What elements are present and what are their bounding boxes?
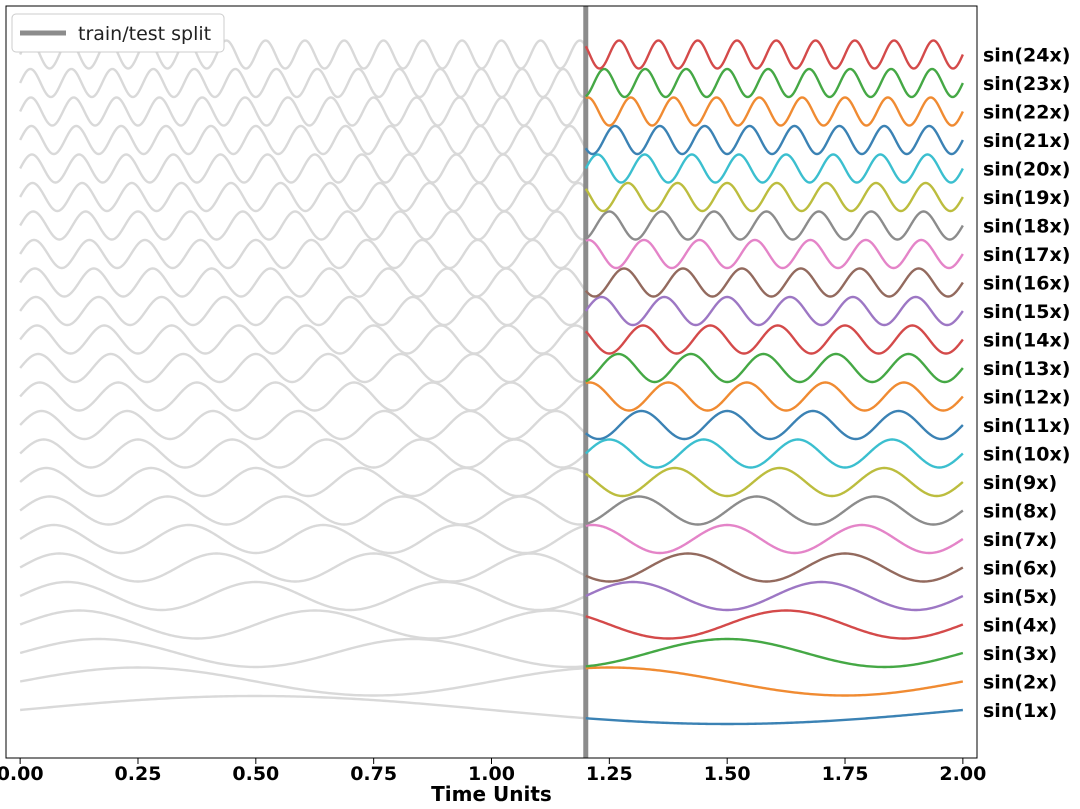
test-curve-sin11x <box>585 409 964 441</box>
train-curve-sin4x <box>19 609 587 640</box>
train-curve-sin10x <box>19 438 587 469</box>
train-curve-sin3x <box>19 637 586 669</box>
test-curve-sin14x <box>584 324 964 355</box>
legend-label: train/test split <box>78 23 211 45</box>
series-label-sin21x: sin(21x) <box>983 130 1070 152</box>
test-curve-sin18x <box>585 210 964 241</box>
train-curve-sin12x <box>19 381 587 412</box>
x-tick-label: 0.00 <box>0 763 44 785</box>
train-curves <box>19 39 587 720</box>
x-tick-label: 0.75 <box>350 763 397 785</box>
train-curve-sin14x <box>19 324 587 355</box>
test-curve-sin22x <box>585 96 964 127</box>
x-tick-label: 1.75 <box>822 763 869 785</box>
test-curve-sin16x <box>584 267 964 298</box>
series-label-sin15x: sin(15x) <box>983 301 1070 323</box>
series-label-sin12x: sin(12x) <box>983 387 1070 409</box>
train-curve-sin20x <box>19 153 587 184</box>
test-curve-sin19x <box>584 181 964 213</box>
series-label-sin9x: sin(9x) <box>983 472 1057 494</box>
test-curve-sin24x <box>584 39 964 70</box>
series-label-sin11x: sin(11x) <box>983 415 1070 437</box>
x-tick-label: 0.25 <box>115 763 162 785</box>
train-curve-sin5x <box>19 580 587 612</box>
test-curve-sin6x <box>585 552 964 583</box>
test-curve-sin7x <box>585 523 964 555</box>
series-label-sin6x: sin(6x) <box>983 558 1057 580</box>
test-curve-sin12x <box>585 381 964 412</box>
test-curve-sin5x <box>585 580 964 612</box>
train-curve-sin8x <box>19 495 587 526</box>
test-curve-sin15x <box>584 295 964 327</box>
legend: train/test split <box>11 13 225 53</box>
series-label-sin7x: sin(7x) <box>983 529 1057 551</box>
train-curve-sin7x <box>19 523 587 555</box>
train-curve-sin6x <box>19 552 587 583</box>
series-label-sin2x: sin(2x) <box>983 672 1057 694</box>
x-tick-label: 0.50 <box>232 763 279 785</box>
series-labels: sin(1x) sin(2x) sin(3x) sin(4x) sin(5x) sin(6… <box>983 45 1070 723</box>
test-curve-sin8x <box>585 495 964 526</box>
test-curve-sin17x <box>585 238 964 270</box>
x-axis-ticks: 0.00 0.25 0.50 0.75 1.00 1.25 1.50 1.75 2.00 <box>0 758 986 785</box>
x-tick-label: 1.50 <box>704 763 751 785</box>
train-curve-sin1x <box>20 694 586 720</box>
series-label-sin16x: sin(16x) <box>983 273 1070 295</box>
series-label-sin20x: sin(20x) <box>983 159 1070 181</box>
x-tick-label: 2.00 <box>939 763 986 785</box>
train-curve-sin18x <box>19 210 587 241</box>
train-curve-sin23x <box>19 67 587 99</box>
series-label-sin14x: sin(14x) <box>983 330 1070 352</box>
train-curve-sin19x <box>19 181 587 213</box>
series-label-sin5x: sin(5x) <box>983 586 1057 608</box>
x-tick-label: 1.25 <box>586 763 633 785</box>
series-label-sin8x: sin(8x) <box>983 501 1057 523</box>
legend-box <box>11 13 225 53</box>
series-label-sin23x: sin(23x) <box>983 73 1070 95</box>
test-curve-sin2x <box>585 666 964 697</box>
series-label-sin19x: sin(19x) <box>983 187 1070 209</box>
train-curve-sin17x <box>19 238 587 270</box>
train-curve-sin22x <box>19 96 587 127</box>
x-axis-label: Time Units <box>431 782 552 806</box>
series-label-sin13x: sin(13x) <box>983 358 1070 380</box>
test-curve-sin20x <box>584 153 964 184</box>
test-curve-sin23x <box>585 67 964 99</box>
series-label-sin18x: sin(18x) <box>983 216 1070 238</box>
train-curve-sin2x <box>19 666 586 697</box>
train-curve-sin9x <box>19 466 587 498</box>
series-label-sin24x: sin(24x) <box>983 45 1070 67</box>
test-curve-sin21x <box>584 124 964 156</box>
series-label-sin22x: sin(22x) <box>983 102 1070 124</box>
test-curve-sin9x <box>585 466 964 498</box>
train-curve-sin15x <box>19 295 587 327</box>
test-curve-sin3x <box>585 637 964 669</box>
train-curve-sin13x <box>19 352 587 384</box>
test-curve-sin13x <box>585 352 964 384</box>
train-curve-sin16x <box>19 267 587 298</box>
series-label-sin3x: sin(3x) <box>983 643 1057 665</box>
test-curve-sin10x <box>584 438 964 469</box>
series-label-sin17x: sin(17x) <box>983 244 1070 266</box>
x-tick-label: 1.00 <box>468 763 515 785</box>
train-curve-sin21x <box>19 124 587 156</box>
series-label-sin10x: sin(10x) <box>983 444 1070 466</box>
test-curve-sin1x <box>585 708 963 726</box>
test-curve-sin4x <box>585 609 964 640</box>
test-curves <box>584 39 964 726</box>
train-curve-sin11x <box>19 409 587 441</box>
series-label-sin4x: sin(4x) <box>983 615 1057 637</box>
series-label-sin1x: sin(1x) <box>983 700 1057 722</box>
